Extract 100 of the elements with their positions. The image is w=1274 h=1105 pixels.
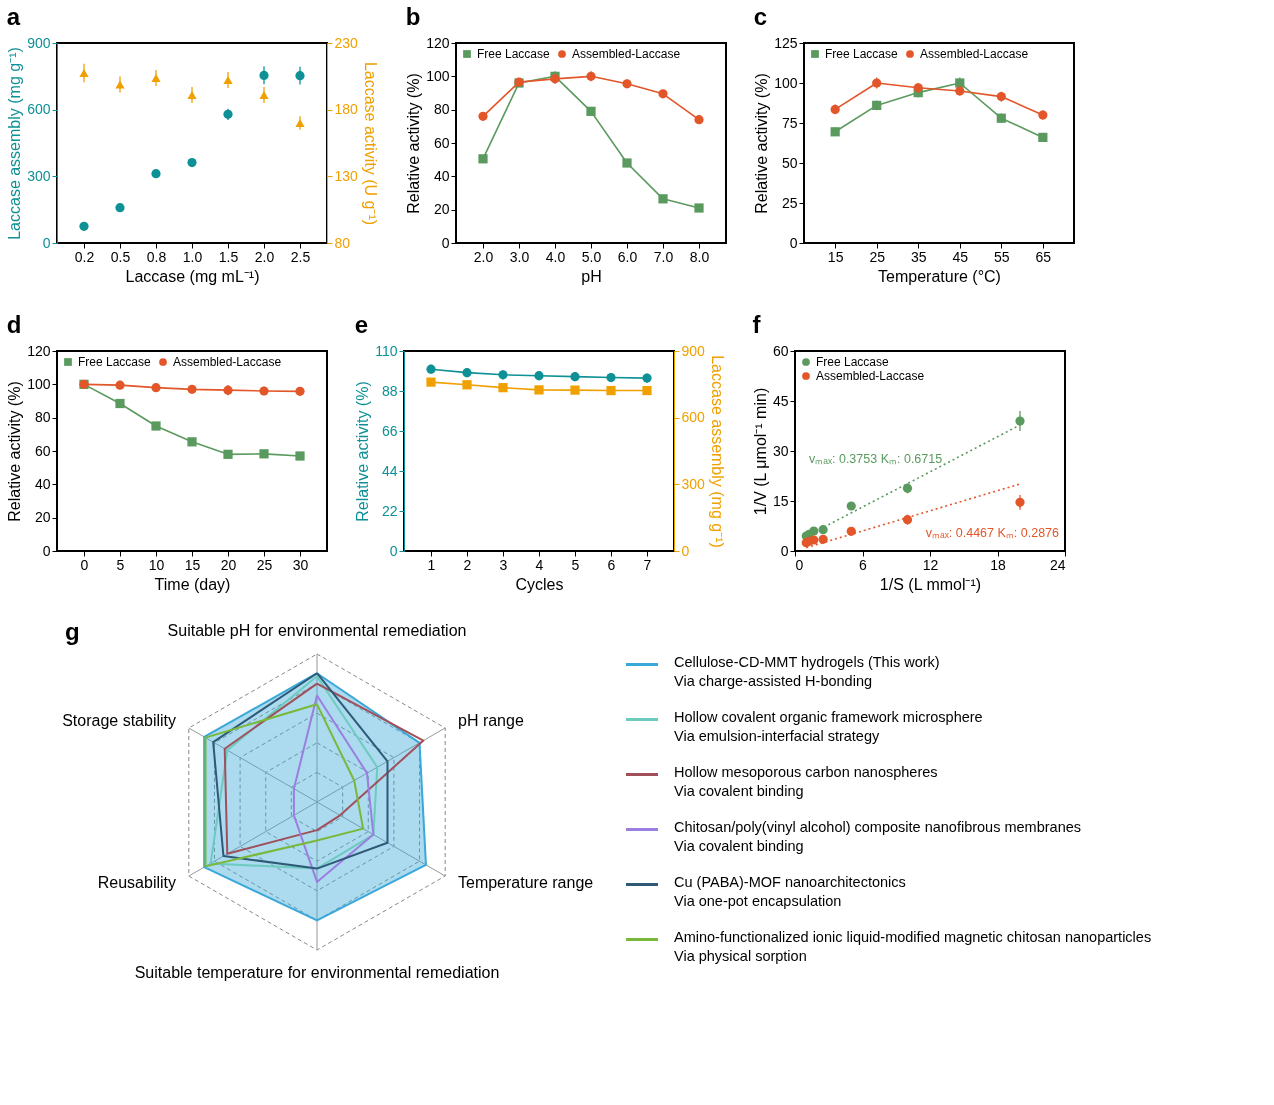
x-tick-label: 2.5 [290,248,311,265]
x-tick-label: 3.0 [509,248,530,265]
legend-label: Assembled-Laccase [920,47,1029,61]
legend-label: Chitosan/poly(vinyl alcohol) composite nanofibrous membranes Via covalent binding [674,818,1082,854]
y-tick-label: 75 [781,114,798,131]
y-tick-label: 110 [375,342,398,359]
spoke-label: Storage stability [62,711,177,729]
chart-title: c [753,3,767,30]
x-tick-label: 5 [571,556,580,573]
legend-label: Free Laccase [825,47,899,61]
y-tick-label: 22 [381,502,398,519]
y-tick-label: 15 [772,492,789,509]
x-tick-label: 35 [910,248,927,265]
x-tick-label: 12 [922,556,939,573]
x-tick-label: 0.2 [74,248,95,265]
y-tick-label: 40 [34,475,51,492]
y-tick-label: 900 [27,34,51,51]
x-tick-label: 5.0 [581,248,602,265]
y2-tick-label: 130 [334,167,359,184]
x-tick-label: 2.0 [254,248,275,265]
legend-label: Cellulose-CD-MMT hydrogels (This work) Via charge-assisted H-bonding [674,653,940,689]
x-tick-label: 25 [869,248,886,265]
y-tick-label: 20 [433,201,450,218]
y2-tick-label: 900 [681,342,706,359]
x-tick-label: 65 [1035,248,1052,265]
y2-tick-label: 180 [334,101,359,118]
y-tick-label: 600 [27,101,51,118]
x-tick-label: 55 [994,248,1010,265]
x-tick-label: 4.0 [545,248,566,265]
legend-label: Amino-functionalized ionic liquid-modified magnetic chitosan nanoparticles Via physical sorption [674,928,1152,964]
x-tick-label: 2 [463,556,472,573]
x-tick-label: 0.5 [110,248,131,265]
y-tick-label: 20 [34,509,51,526]
y2-tick-label: 600 [681,409,706,426]
x-tick-label: 4 [535,556,544,573]
y-tick-label: 66 [381,422,398,439]
y-tick-label: 120 [27,342,51,359]
legend-label: Cu (PABA)-MOF nanoarchitectonics Via one-pot encapsulation [674,873,906,909]
y-tick-label: 100 [27,375,51,392]
spoke-label: Reusability [97,874,177,892]
x-tick-label: 7.0 [653,248,674,265]
y-tick-label: 0 [789,234,798,251]
spoke-label: Temperature range [457,874,594,892]
x-tick-label: 15 [827,248,844,265]
y-axis-title: Relative activity (%) [753,73,771,214]
y-axis-title: Laccase assembly (mg g⁻¹) [6,47,24,240]
y-tick-label: 80 [433,101,450,118]
x-tick-label: 0.8 [146,248,167,265]
x-axis-title: Cycles [515,575,564,593]
annotation: vₘₐₓ: 0.4467 Kₘ: 0.2876 [925,526,1060,540]
y2-tick-label: 230 [334,34,359,51]
x-tick-label: 20 [220,556,237,573]
y-tick-label: 125 [774,34,798,51]
x-tick-label: 0 [80,556,89,573]
y-tick-label: 88 [381,382,398,399]
x-tick-label: 45 [952,248,969,265]
y-tick-label: 30 [772,442,789,459]
x-tick-label: 15 [184,556,201,573]
y-tick-label: 0 [441,234,450,251]
y-tick-label: 300 [27,167,51,184]
x-tick-label: 1.5 [218,248,239,265]
y2-tick-label: 0 [681,542,690,559]
y-tick-label: 50 [781,154,798,171]
chart-title: e [354,311,369,338]
y-tick-label: 80 [34,409,51,426]
y-tick-label: 60 [34,442,51,459]
x-tick-label: 5 [116,556,125,573]
x-tick-label: 8.0 [689,248,710,265]
y-axis-title: 1/V (L μmol⁻¹ min) [751,387,769,516]
spoke-label: Suitable pH for environmental remediation [167,622,467,640]
y-tick-label: 120 [426,34,450,51]
x-axis-title: Temperature (°C) [878,267,1001,285]
x-axis-title: 1/S (L mmol⁻¹) [879,575,982,593]
spoke-label: Suitable temperature for environmental remediation [134,963,500,981]
x-axis-title: pH [581,267,602,285]
chart-title: g [65,618,80,646]
chart-title: d [6,311,22,338]
y2-tick-label: 300 [681,475,706,492]
y-tick-label: 0 [780,542,789,559]
x-tick-label: 10 [148,556,165,573]
y-tick-label: 60 [772,342,789,359]
y-tick-label: 44 [381,462,398,479]
x-tick-label: 25 [256,556,273,573]
y-axis-title: Relative activity (%) [6,381,24,522]
x-axis-title: Time (day) [154,575,231,593]
x-axis-title: Laccase (mg mL⁻¹) [125,267,260,285]
y-tick-label: 25 [781,194,798,211]
y2-axis-title: Laccase activity (U g⁻¹) [361,61,379,226]
y-tick-label: 45 [772,392,789,409]
legend-label: Assembled-Laccase [572,47,681,61]
y-axis-title: Relative activity (%) [354,381,372,522]
x-tick-label: 18 [990,556,1006,573]
x-tick-label: 1.0 [182,248,203,265]
x-tick-label: 30 [292,556,309,573]
y-tick-label: 0 [42,542,51,559]
chart-title: f [752,311,762,338]
chart-title: b [405,3,421,30]
y2-axis-title: Laccase assembly (mg g⁻¹) [708,355,726,548]
chart-title: a [6,3,21,30]
x-tick-label: 1 [427,556,436,573]
